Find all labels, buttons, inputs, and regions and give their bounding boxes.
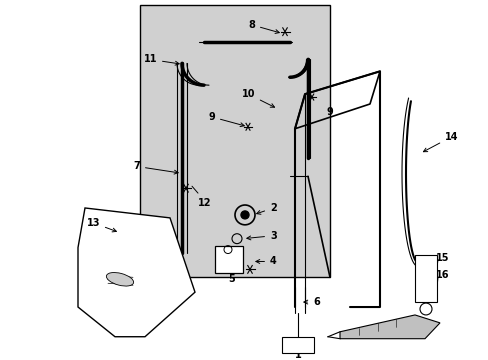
Circle shape [241,211,248,219]
Polygon shape [339,315,439,339]
Text: 5: 5 [228,274,235,284]
Bar [215,246,243,273]
Ellipse shape [106,273,133,286]
Text: 9: 9 [326,107,333,117]
Text: 10: 10 [241,89,274,107]
Text: 2: 2 [256,203,276,214]
Text: 14: 14 [423,132,458,152]
Text: 8: 8 [247,20,279,33]
Bar [282,337,313,352]
Text: 12: 12 [198,198,211,208]
Polygon shape [78,208,195,337]
Text: 1: 1 [294,350,301,360]
Text: 13: 13 [86,218,116,232]
Text: 7: 7 [133,161,178,174]
Text: 4: 4 [255,256,276,266]
Text: 6: 6 [303,297,319,307]
Bar [414,255,436,302]
Text: 16: 16 [435,270,449,280]
Text: 3: 3 [246,231,276,241]
Text: 15: 15 [435,252,449,262]
Text: 11: 11 [143,54,179,65]
Bar [140,5,329,277]
Text: 9: 9 [208,112,244,127]
